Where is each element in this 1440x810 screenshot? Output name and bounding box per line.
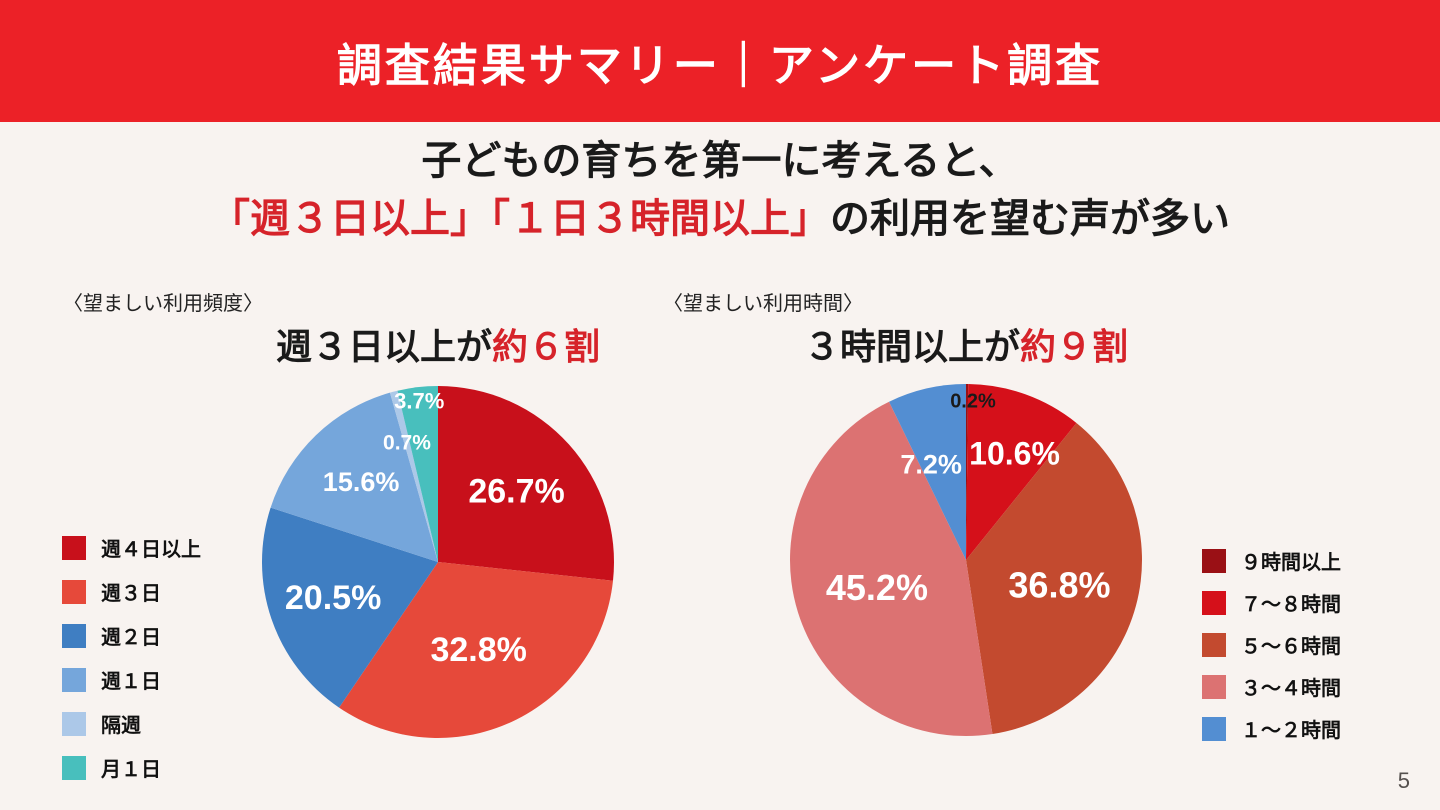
legend-label: ３～４時間: [1241, 678, 1341, 700]
chart-heading-duration: ３時間以上が約９割: [790, 318, 1142, 370]
legend-swatch: [62, 579, 86, 604]
legend-label: ７～８時間: [1241, 594, 1341, 616]
legend-label: 週４日以上: [101, 539, 201, 561]
legend-label: １～２時間: [1241, 720, 1341, 742]
pie-percentage-label: 10.6%: [969, 435, 1060, 471]
pie-percentage-label: 7.2%: [900, 450, 962, 480]
legend-item: 週３日: [62, 577, 201, 606]
legend-label: 週２日: [101, 627, 161, 649]
legend-label: 週１日: [101, 671, 161, 693]
page-number: 5: [1397, 768, 1410, 793]
legend-item: ７～８時間: [1202, 588, 1341, 617]
headline-line1: 子どもの育ちを第一に考えると、: [0, 132, 1440, 190]
legend-frequency: 週４日以上週３日週２日週１日隔週月１日: [62, 533, 201, 797]
legend-item: ３～４時間: [1202, 672, 1341, 701]
legend-swatch: [1202, 548, 1226, 573]
chart-caption-frequency: 〈望ましい利用頻度〉: [63, 293, 263, 315]
chart-heading-duration-black: ３時間以上が: [803, 326, 1020, 367]
pie-slice: [262, 507, 438, 708]
legend-duration: ９時間以上 ７～８時間 ５～６時間 ３～４時間 １～２時間: [1202, 546, 1341, 756]
legend-swatch: [1202, 590, 1226, 615]
chart-caption-duration: 〈望ましい利用時間〉: [663, 293, 863, 315]
legend-item: 週２日: [62, 621, 201, 650]
legend-item: ９時間以上: [1202, 546, 1341, 575]
legend-swatch: [62, 667, 86, 692]
pie-percentage-label: 0.7%: [383, 431, 431, 454]
headline-line2: 「週３日以上」「１日３時間以上」の利用を望む声が多い: [0, 190, 1440, 248]
pie-percentage-label: 36.8%: [1008, 565, 1110, 606]
legend-item: 週４日以上: [62, 533, 201, 562]
headline-line1-text: 子どもの育ちを第一に考えると、: [421, 139, 1019, 183]
chart-heading-duration-red: 約９割: [1020, 326, 1129, 367]
legend-label: 隔週: [101, 715, 141, 737]
pie-slice: [966, 384, 969, 560]
pie-slice: [339, 562, 613, 738]
headline: 子どもの育ちを第一に考えると、 「週３日以上」「１日３時間以上」の利用を望む声が…: [0, 132, 1440, 248]
legend-item: １～２時間: [1202, 714, 1341, 743]
pie-percentage-label: 20.5%: [285, 579, 381, 617]
chart-heading-frequency: 週３日以上が約６割: [262, 318, 614, 370]
pie-percentage-label: 26.7%: [468, 472, 564, 510]
pie-slice: [889, 384, 966, 560]
pie-chart-duration-svg: 0.2% 10.6% 36.8% 45.2% 7.2%: [789, 384, 1142, 736]
pie-slice: [397, 386, 438, 562]
legend-swatch: [62, 535, 86, 560]
title-banner: 調査結果サマリー｜アンケート調査: [0, 0, 1440, 122]
legend-swatch: [62, 623, 86, 648]
legend-label: 月１日: [101, 759, 161, 781]
pie-chart-frequency: 26.7% 32.8% 20.5% 15.6% 0.7% 3.7%: [262, 386, 614, 738]
legend-label: 週３日: [101, 583, 161, 605]
legend-swatch: [1202, 632, 1226, 657]
pie-slice: [270, 392, 438, 562]
legend-item: ５～６時間: [1202, 630, 1341, 659]
headline-line2-text: の利用を望む声が多い: [830, 197, 1230, 241]
pie-percentage-label: 45.2%: [826, 567, 928, 608]
legend-item: 隔週: [62, 709, 201, 738]
legend-label: ９時間以上: [1241, 552, 1341, 574]
pie-percentage-label: 32.8%: [430, 631, 526, 669]
pie-percentage-label: 3.7%: [394, 389, 444, 414]
pie-slice: [789, 401, 993, 736]
chart-heading-frequency-black: 週３日以上が: [275, 326, 492, 367]
legend-item: 週１日: [62, 665, 201, 694]
legend-label: ５～６時間: [1241, 636, 1341, 658]
pie-chart-duration: 0.2% 10.6% 36.8% 45.2% 7.2%: [789, 384, 1142, 736]
legend-swatch: [62, 755, 86, 780]
legend-swatch: [1202, 716, 1226, 741]
pie-percentage-label: 0.2%: [950, 391, 996, 413]
legend-swatch: [62, 711, 86, 736]
page-title: 調査結果サマリー｜アンケート調査: [336, 39, 1104, 91]
pie-percentage-label: 15.6%: [323, 467, 400, 497]
legend-item: 月１日: [62, 753, 201, 782]
legend-swatch: [1202, 674, 1226, 699]
headline-line2-highlight: 「週３日以上」「１日３時間以上」: [210, 197, 830, 241]
pie-slice: [966, 384, 1077, 560]
pie-chart-frequency-svg: 26.7% 32.8% 20.5% 15.6% 0.7% 3.7%: [262, 386, 614, 738]
pie-slice: [438, 386, 614, 581]
pie-slice: [389, 390, 438, 562]
pie-slice: [966, 422, 1142, 735]
chart-heading-frequency-red: 約６割: [492, 326, 601, 367]
